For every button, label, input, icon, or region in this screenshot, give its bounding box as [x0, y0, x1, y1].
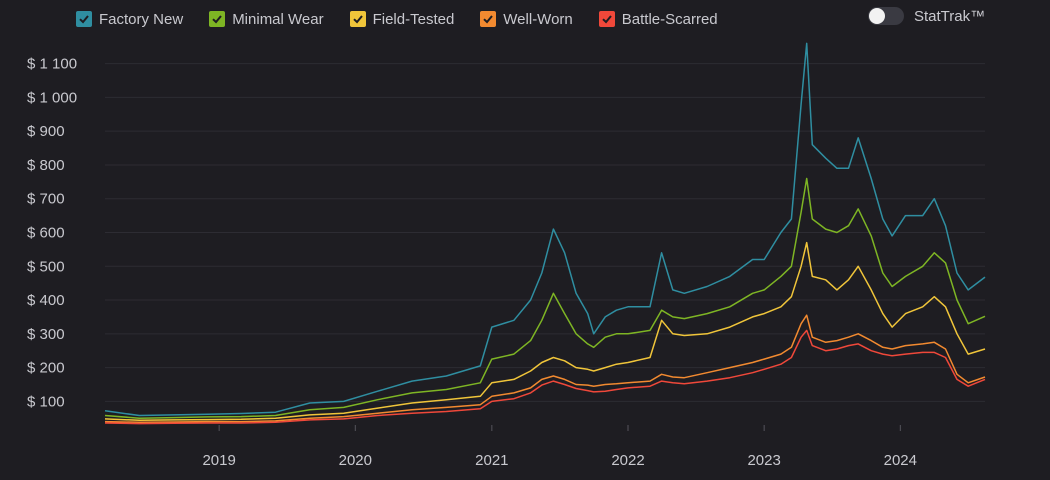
- checkbox-icon[interactable]: [76, 11, 92, 27]
- legend-label: Battle-Scarred: [621, 10, 718, 28]
- x-tick-label: 2020: [339, 452, 372, 469]
- x-axis: 2019 2020 2021 2022 2023 2024: [202, 425, 917, 469]
- legend-label: Field-Tested: [372, 10, 455, 28]
- legend-item-well-worn[interactable]: Well-Worn: [480, 10, 573, 28]
- y-tick-label: $ 600: [27, 225, 65, 242]
- legend-item-factory-new[interactable]: Factory New: [76, 11, 183, 28]
- y-tick-label: $ 1 100: [27, 56, 77, 73]
- series-line-factory-new: [104, 42, 986, 417]
- stattrak-toggle[interactable]: StatTrak™: [868, 7, 985, 25]
- y-tick-label: $ 200: [27, 360, 65, 377]
- legend-item-battle-scarred[interactable]: Battle-Scarred: [598, 10, 718, 28]
- y-tick-label: $ 300: [27, 326, 65, 343]
- series-line-minimal-wear: [104, 177, 986, 419]
- legend-label: Well-Worn: [503, 10, 573, 28]
- y-tick-label: $ 900: [27, 123, 65, 140]
- y-tick-label: $ 500: [27, 258, 65, 275]
- y-tick-label: $ 100: [27, 393, 65, 410]
- series-line-field-tested: [104, 241, 986, 422]
- legend-item-field-tested[interactable]: Field-Tested: [349, 10, 455, 28]
- y-tick-label: $ 400: [27, 292, 65, 309]
- grid-lines: [105, 63, 985, 402]
- legend-label: Factory New: [99, 10, 184, 28]
- legend-item-minimal-wear[interactable]: Minimal Wear: [209, 10, 324, 28]
- x-tick-label: 2021: [475, 452, 508, 469]
- y-axis: $ 100 $ 200 $ 300 $ 400 $ 500 $ 600 $ 700 $ 800…: [27, 56, 77, 411]
- toggle-track[interactable]: [868, 7, 904, 25]
- series-lines: [104, 42, 986, 425]
- checkbox-icon[interactable]: [480, 11, 497, 27]
- legend-label: Minimal Wear: [232, 10, 324, 28]
- checkbox-icon[interactable]: [209, 11, 226, 27]
- checkbox-icon[interactable]: [598, 11, 615, 27]
- series-line-well-worn: [104, 314, 986, 424]
- y-tick-label: $ 1 000: [27, 89, 77, 106]
- y-tick-label: $ 700: [27, 191, 65, 208]
- legend: Factory New Minimal Wear Field-Tested Well-…: [76, 8, 744, 30]
- stattrak-label: StatTrak™: [914, 7, 986, 25]
- x-tick-label: 2019: [202, 452, 235, 469]
- toggle-knob[interactable]: [869, 8, 885, 24]
- x-tick-label: 2023: [747, 452, 780, 469]
- series-line-battle-scarred: [104, 329, 986, 425]
- x-tick-label: 2024: [884, 452, 917, 469]
- x-tick-label: 2022: [611, 452, 644, 469]
- checkbox-icon[interactable]: [349, 11, 366, 27]
- y-tick-label: $ 800: [27, 157, 65, 174]
